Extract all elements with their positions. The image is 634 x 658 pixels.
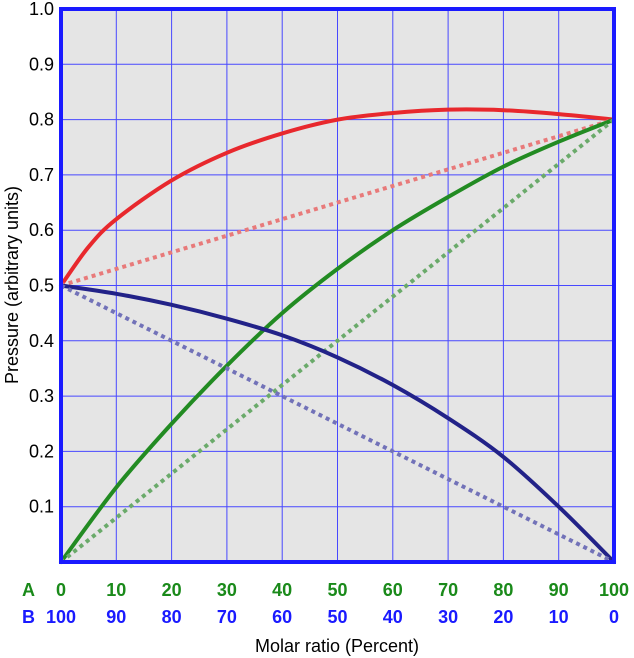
y-tick-label: 0.9 [29, 54, 54, 74]
series-line-1-solid [59, 107, 616, 288]
y-tick-label: 0.6 [29, 220, 54, 240]
y-tick-label: 0.7 [29, 165, 54, 185]
y-tick-label: 0.8 [29, 110, 54, 130]
x-tick-label-a: 40 [272, 580, 292, 600]
x-tick-label-a: 30 [217, 580, 237, 600]
y-tick-labels: 0.1 0.2 0.3 0.4 0.5 0.6 0.7 0.8 0.9 1.0 [29, 0, 54, 517]
x-tick-label-a: 100 [599, 580, 629, 600]
x-tick-label-b: 70 [217, 607, 237, 627]
x-axis-label: Molar ratio (Percent) [255, 636, 419, 656]
x-tick-label-b: 80 [162, 607, 182, 627]
series-line-3-solid [59, 117, 616, 564]
y-axis-label: Pressure (arbitrary units) [2, 186, 22, 384]
x-tick-label-a: 0 [56, 580, 66, 600]
x-tick-label-b: 10 [549, 607, 569, 627]
x-tick-label-b: 100 [46, 607, 76, 627]
x-tick-label-a: 80 [493, 580, 513, 600]
series-line-4-dotted [59, 118, 616, 564]
series-line-2-dotted [60, 117, 615, 288]
y-tick-label: 0.2 [29, 441, 54, 461]
series-line-6-dotted [60, 283, 615, 564]
x-row-label-a: A [22, 580, 35, 600]
y-tick-label: 1.0 [29, 0, 54, 19]
x-tick-label-a: 10 [106, 580, 126, 600]
x-tick-label-b: 20 [493, 607, 513, 627]
y-tick-label: 0.1 [29, 497, 54, 517]
x-tick-label-b: 50 [327, 607, 347, 627]
x-tick-label-a: 60 [383, 580, 403, 600]
x-tick-label-b: 40 [383, 607, 403, 627]
x-tick-label-b: 90 [106, 607, 126, 627]
y-tick-label: 0.5 [29, 276, 54, 296]
x-tick-label-b: 60 [272, 607, 292, 627]
x-tick-label-b: 30 [438, 607, 458, 627]
series-line-5-solid [59, 283, 616, 564]
x-tick-label-a: 70 [438, 580, 458, 600]
grid [61, 9, 614, 562]
series-layer [59, 107, 616, 564]
plot-frame [59, 7, 616, 564]
x-tick-label-b: 0 [609, 607, 619, 627]
x-tick-label-a: 90 [549, 580, 569, 600]
x-tick-label-a: 20 [162, 580, 182, 600]
x-row-label-b: B [22, 607, 35, 627]
x-tick-label-a: 50 [327, 580, 347, 600]
y-tick-label: 0.3 [29, 386, 54, 406]
y-tick-label: 0.4 [29, 331, 54, 351]
